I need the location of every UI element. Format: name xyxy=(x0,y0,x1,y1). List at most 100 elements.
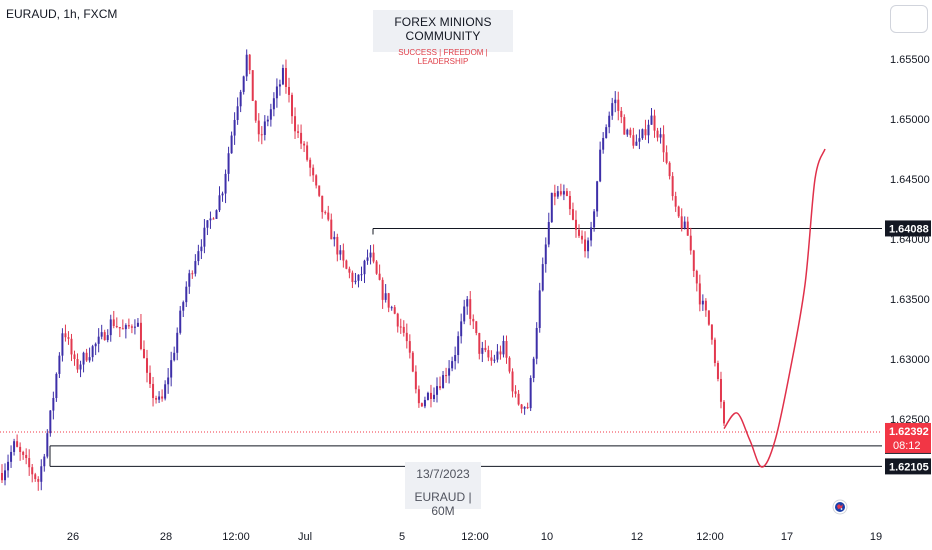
candle xyxy=(499,345,502,360)
candle xyxy=(674,191,677,212)
candle xyxy=(426,391,429,401)
candle xyxy=(602,132,605,154)
svg-text:1.62392: 1.62392 xyxy=(889,426,929,438)
candle xyxy=(671,172,674,201)
candle xyxy=(43,453,46,472)
candle xyxy=(571,202,574,221)
candle xyxy=(710,324,713,345)
candle xyxy=(248,54,251,75)
candle xyxy=(623,114,626,135)
candle xyxy=(188,269,191,294)
candle xyxy=(496,344,499,363)
candle xyxy=(659,127,662,144)
projection-curve[interactable] xyxy=(723,148,826,468)
candle xyxy=(369,245,372,265)
x-tick-label: 17 xyxy=(781,531,793,543)
x-tick-label: 12 xyxy=(631,531,643,543)
candle xyxy=(4,463,7,486)
candle xyxy=(538,282,541,333)
candle xyxy=(327,205,330,222)
candle xyxy=(387,292,390,313)
candle xyxy=(360,266,363,282)
candles-layer xyxy=(1,49,725,491)
candle xyxy=(121,319,124,330)
candle xyxy=(526,402,529,410)
candle xyxy=(19,442,22,461)
candle xyxy=(541,257,544,292)
candle xyxy=(206,220,209,236)
candle xyxy=(185,281,188,308)
candle xyxy=(665,145,668,165)
candle xyxy=(475,320,478,336)
candle xyxy=(315,174,318,189)
candle xyxy=(278,79,281,96)
candle xyxy=(556,185,559,199)
candle xyxy=(605,124,608,139)
candle xyxy=(390,305,393,311)
candle xyxy=(713,337,716,367)
candle xyxy=(638,129,641,150)
candle xyxy=(227,146,230,182)
candle xyxy=(439,376,442,391)
candle xyxy=(429,384,432,408)
projection-layer xyxy=(723,148,826,468)
candle xyxy=(550,192,553,224)
candle xyxy=(514,385,517,398)
candle xyxy=(55,372,58,402)
candle xyxy=(378,264,381,281)
candle xyxy=(354,272,357,285)
candle xyxy=(466,296,469,315)
candle xyxy=(109,314,112,342)
candle xyxy=(707,310,710,326)
candle xyxy=(454,346,457,370)
candle xyxy=(275,78,278,108)
y-tick-label: 1.65000 xyxy=(890,114,930,126)
candle xyxy=(218,186,221,213)
candle xyxy=(408,334,411,359)
candle xyxy=(251,70,254,102)
candle xyxy=(303,141,306,153)
candle xyxy=(191,270,194,279)
x-tick-label: 12:00 xyxy=(696,531,724,543)
candle xyxy=(472,314,475,329)
candle xyxy=(366,249,369,265)
candle xyxy=(593,209,596,232)
candle xyxy=(417,385,420,408)
candle xyxy=(547,212,550,248)
candle xyxy=(451,356,454,372)
candle xyxy=(173,346,176,362)
candle xyxy=(463,299,466,325)
x-tick-label: 5 xyxy=(399,531,405,543)
symbol-label[interactable]: EURAUD, 1h, FXCM xyxy=(6,7,118,21)
candle xyxy=(287,77,290,103)
candle xyxy=(88,347,91,363)
candle xyxy=(7,454,10,478)
flag-icon[interactable] xyxy=(832,499,848,515)
candle xyxy=(76,353,79,373)
chart-toolbar-button[interactable] xyxy=(890,5,928,33)
candle xyxy=(58,352,61,379)
candle xyxy=(581,230,584,244)
candle xyxy=(233,112,236,145)
candle xyxy=(641,128,644,140)
candle xyxy=(82,351,85,373)
candle xyxy=(683,216,686,230)
candle xyxy=(677,205,680,218)
candle xyxy=(13,438,16,456)
candle xyxy=(363,259,366,284)
candle xyxy=(100,324,103,340)
tooltip-instrument: EURAUD | 60M xyxy=(414,490,472,518)
candle xyxy=(203,218,206,254)
candle xyxy=(179,306,182,335)
candle xyxy=(260,126,263,145)
watermark-subtitle: SUCCESS | FREEDOM | LEADERSHIP xyxy=(398,48,488,66)
candle xyxy=(152,376,155,407)
candle xyxy=(197,244,200,266)
candle xyxy=(49,410,52,437)
candle xyxy=(689,227,692,255)
candle xyxy=(493,354,496,364)
candle xyxy=(432,387,435,403)
candle xyxy=(127,318,130,329)
candle xyxy=(224,169,227,204)
